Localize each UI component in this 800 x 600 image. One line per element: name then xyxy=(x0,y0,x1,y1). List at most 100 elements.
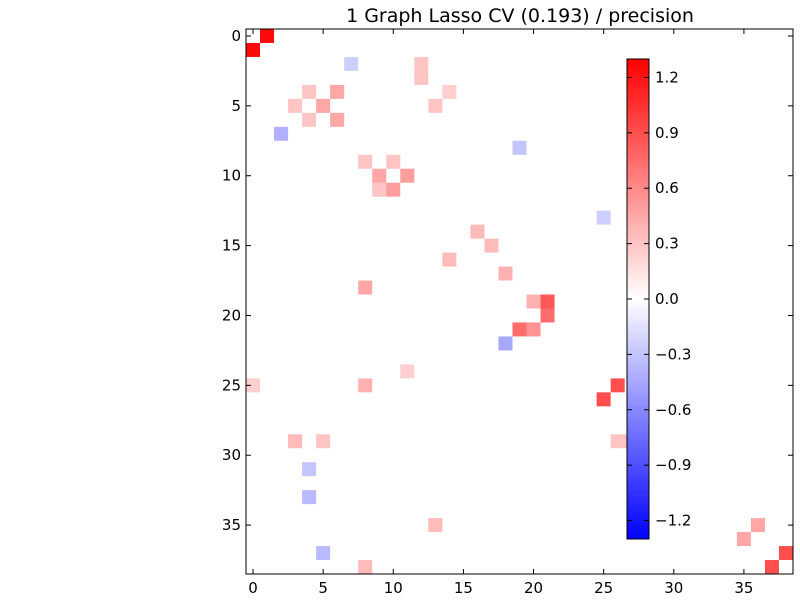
heatmap-cell xyxy=(414,518,429,533)
heatmap-cell xyxy=(554,448,569,463)
heatmap-cell xyxy=(778,392,794,407)
heatmap-cell xyxy=(498,224,513,240)
heatmap-cell xyxy=(596,560,612,575)
heatmap-cell xyxy=(316,406,331,421)
heatmap-cell xyxy=(344,168,359,184)
heatmap-cell xyxy=(246,462,261,477)
heatmap-cell xyxy=(386,252,401,267)
heatmap-cell xyxy=(498,406,513,421)
heatmap-cell xyxy=(470,490,485,505)
heatmap-cell xyxy=(246,546,261,561)
heatmap-cell xyxy=(246,434,261,449)
heatmap-cell xyxy=(722,98,738,114)
heatmap-cell xyxy=(652,434,668,449)
heatmap-cell xyxy=(750,322,766,337)
heatmap-cell xyxy=(414,336,429,351)
heatmap-cell xyxy=(316,42,331,58)
heatmap-cell xyxy=(694,406,710,421)
heatmap-cell xyxy=(260,504,275,519)
heatmap-cell xyxy=(358,210,373,226)
heatmap-cell xyxy=(428,378,443,393)
heatmap-cell xyxy=(610,182,626,198)
heatmap-cell xyxy=(554,266,569,281)
heatmap-cell xyxy=(708,140,724,156)
heatmap-cell xyxy=(302,490,317,505)
heatmap-cell xyxy=(414,126,429,142)
heatmap-cell xyxy=(526,462,541,477)
heatmap-cell xyxy=(302,504,317,519)
heatmap-cell xyxy=(694,490,710,505)
heatmap-cell xyxy=(722,378,738,393)
heatmap-cell xyxy=(582,392,598,407)
heatmap-cell xyxy=(764,252,780,267)
heatmap-cell xyxy=(498,560,513,575)
heatmap-cell xyxy=(456,140,471,156)
heatmap-cell xyxy=(400,196,415,212)
heatmap-cell xyxy=(484,378,499,393)
heatmap-cell xyxy=(680,532,696,547)
heatmap-cell xyxy=(582,70,598,86)
heatmap-cell xyxy=(442,462,457,477)
heatmap-cell xyxy=(750,196,766,212)
heatmap-cell xyxy=(470,406,485,421)
heatmap-cell xyxy=(652,168,668,184)
heatmap-cell xyxy=(470,182,485,198)
heatmap-cell xyxy=(484,336,499,351)
heatmap-cell xyxy=(456,294,471,309)
heatmap-cell xyxy=(246,280,261,295)
heatmap-cell xyxy=(526,364,541,379)
heatmap-cell xyxy=(316,378,331,393)
heatmap-cell xyxy=(512,238,527,253)
heatmap-cell xyxy=(666,154,682,170)
heatmap-cell xyxy=(358,364,373,379)
heatmap-cell xyxy=(288,168,303,184)
heatmap-cell xyxy=(484,294,499,309)
heatmap-cell xyxy=(750,560,766,575)
heatmap-cell xyxy=(764,448,780,463)
heatmap-cell xyxy=(736,56,752,72)
heatmap-cell xyxy=(554,210,569,226)
heatmap-cell xyxy=(358,196,373,212)
heatmap-cell xyxy=(694,252,710,267)
heatmap-cell xyxy=(540,210,555,226)
heatmap-cell xyxy=(330,532,345,547)
heatmap-cell xyxy=(582,98,598,114)
heatmap-cell xyxy=(316,280,331,295)
heatmap-cell xyxy=(764,308,780,323)
heatmap-cell xyxy=(750,308,766,323)
heatmap-cell xyxy=(708,154,724,170)
heatmap-cell xyxy=(400,476,415,491)
heatmap-cell xyxy=(568,84,584,100)
heatmap-cell xyxy=(274,322,289,337)
heatmap-cell xyxy=(260,126,275,142)
heatmap-cell xyxy=(288,42,303,58)
heatmap-cell xyxy=(288,462,303,477)
heatmap-cell xyxy=(456,434,471,449)
heatmap-cell xyxy=(470,336,485,351)
heatmap-cell xyxy=(358,42,373,58)
heatmap-cell xyxy=(316,476,331,491)
heatmap-cell xyxy=(470,350,485,365)
heatmap-cell xyxy=(372,56,387,72)
heatmap-cell xyxy=(694,350,710,365)
heatmap-cell xyxy=(414,196,429,212)
heatmap-cell xyxy=(722,29,738,44)
heatmap-cell xyxy=(344,182,359,198)
heatmap-cell xyxy=(610,406,626,421)
x-tick-label: 35 xyxy=(734,579,753,597)
heatmap-cell xyxy=(470,448,485,463)
heatmap-cell xyxy=(596,98,612,114)
heatmap-cell xyxy=(568,560,584,575)
heatmap-cell xyxy=(764,420,780,435)
heatmap-cell xyxy=(666,308,682,323)
heatmap-cell xyxy=(400,434,415,449)
heatmap-cell xyxy=(722,210,738,226)
heatmap-cell xyxy=(456,224,471,240)
heatmap-cell xyxy=(512,322,527,337)
heatmap-cell xyxy=(260,42,275,58)
heatmap-cell xyxy=(554,56,569,72)
heatmap-cell xyxy=(582,336,598,351)
heatmap-cell xyxy=(764,154,780,170)
heatmap-cell xyxy=(722,70,738,86)
heatmap-cell xyxy=(694,266,710,281)
